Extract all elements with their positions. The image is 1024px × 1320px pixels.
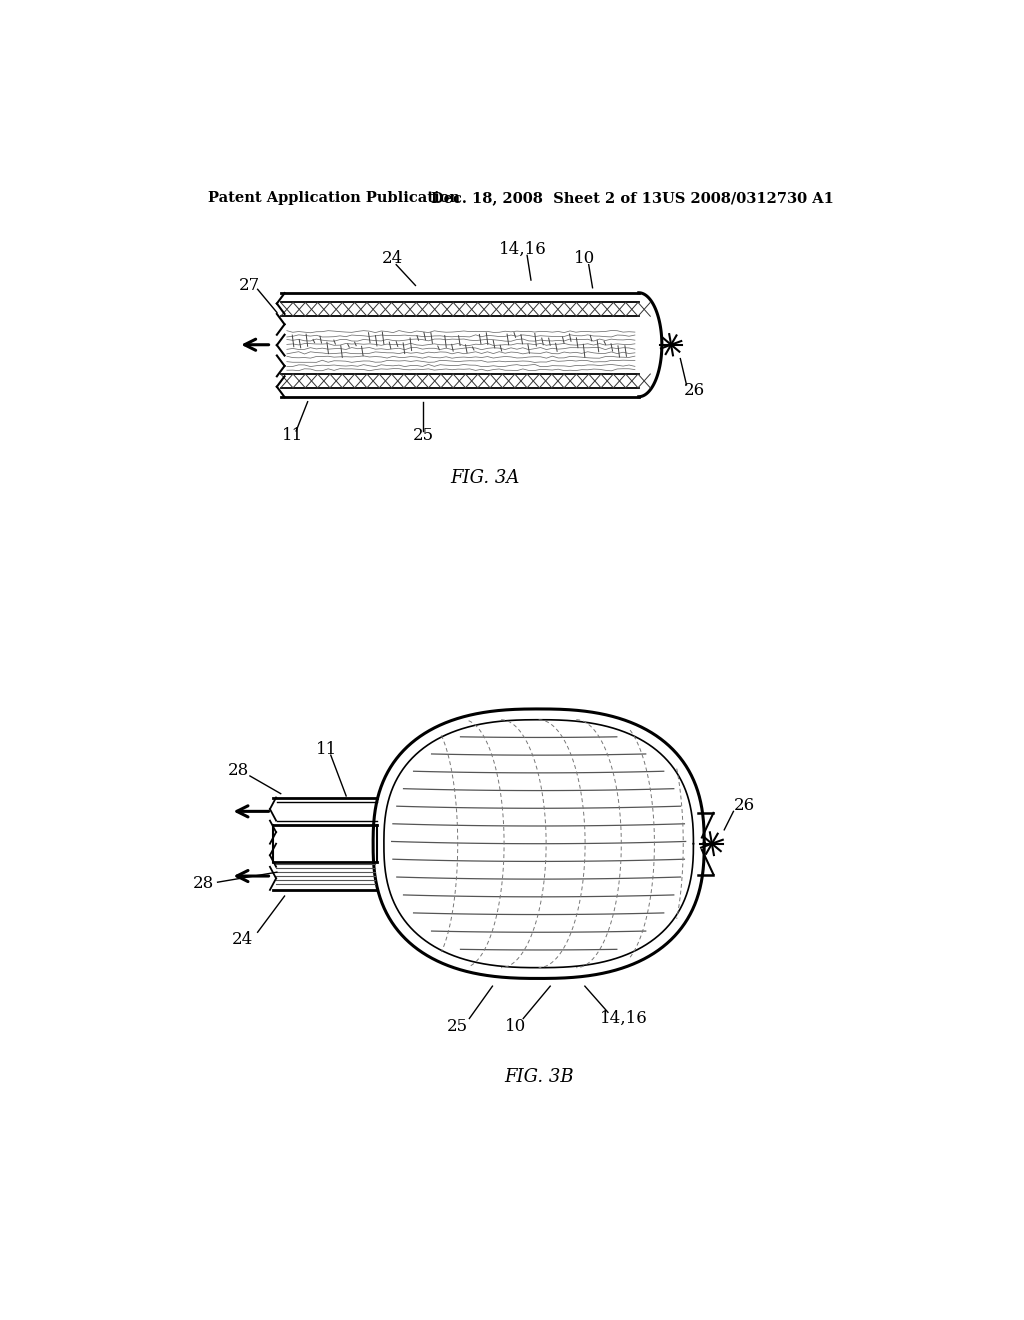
Text: 28: 28 <box>227 762 249 779</box>
Text: 25: 25 <box>413 428 434 444</box>
Text: 24: 24 <box>382 249 403 267</box>
Text: 26: 26 <box>733 797 755 813</box>
Text: 14,16: 14,16 <box>599 1010 647 1027</box>
Text: 10: 10 <box>505 1018 526 1035</box>
Text: Dec. 18, 2008  Sheet 2 of 13: Dec. 18, 2008 Sheet 2 of 13 <box>431 191 662 206</box>
Text: FIG. 3B: FIG. 3B <box>504 1068 573 1086</box>
Text: 10: 10 <box>574 249 596 267</box>
Text: 24: 24 <box>231 932 253 949</box>
Text: FIG. 3A: FIG. 3A <box>451 469 519 487</box>
Text: 28: 28 <box>194 875 214 892</box>
Text: 11: 11 <box>316 742 338 758</box>
Text: 14,16: 14,16 <box>500 240 547 257</box>
Text: 26: 26 <box>684 383 705 400</box>
Text: US 2008/0312730 A1: US 2008/0312730 A1 <box>662 191 834 206</box>
Text: Patent Application Publication: Patent Application Publication <box>208 191 460 206</box>
Text: 11: 11 <box>282 428 303 444</box>
Text: 27: 27 <box>240 277 260 294</box>
Text: 25: 25 <box>447 1018 468 1035</box>
